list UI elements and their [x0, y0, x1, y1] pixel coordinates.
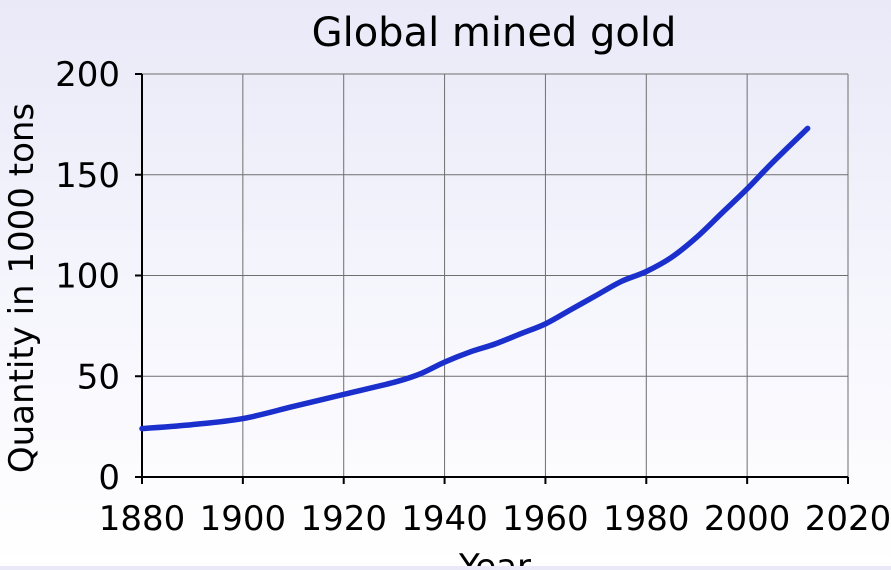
- y-tick-label: 150: [55, 156, 120, 196]
- x-tick-label: 1900: [200, 499, 287, 539]
- y-tick-label: 200: [55, 55, 120, 95]
- y-tick-label: 0: [98, 458, 120, 498]
- y-tick-label: 50: [77, 357, 120, 397]
- x-tick-label: 2000: [704, 499, 791, 539]
- x-tick-label: 1940: [401, 499, 488, 539]
- series-layer: [139, 125, 811, 432]
- chart-title: Global mined gold: [312, 10, 677, 56]
- series-line: [139, 125, 811, 432]
- tick-labels: 1880 1900 1920 1940 1960 1980 2000 2020 0 50 100 15…: [55, 55, 891, 539]
- x-tick-label: 1920: [300, 499, 387, 539]
- x-tick-label: 2020: [805, 499, 891, 539]
- x-axis-label: Year: [458, 547, 531, 566]
- x-tick-label: 1960: [502, 499, 589, 539]
- y-tick-label: 100: [55, 257, 120, 297]
- axes: [135, 73, 849, 484]
- y-axis-label: Quantity in 1000 tons: [2, 103, 42, 473]
- x-tick-label: 1980: [603, 499, 690, 539]
- x-tick-label: 1880: [99, 499, 186, 539]
